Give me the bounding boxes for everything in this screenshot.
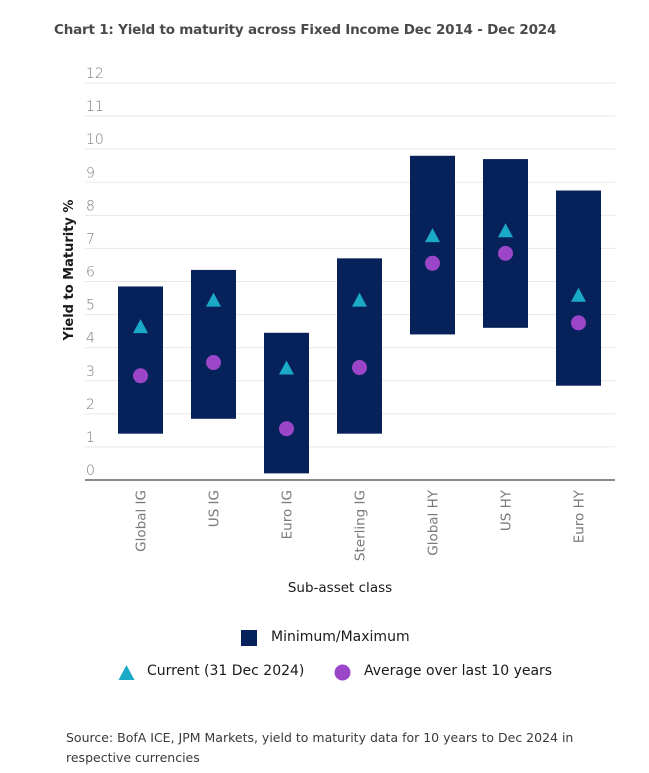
legend-range-swatch [241, 630, 257, 646]
range-bar [118, 286, 163, 434]
range-bar [191, 269, 236, 419]
range-bar [410, 155, 455, 335]
average-marker [498, 245, 513, 261]
range-bars [118, 155, 601, 474]
y-tick-label: 2 [86, 397, 95, 413]
average-marker [571, 315, 586, 331]
y-tick-label: 9 [86, 165, 95, 181]
y-tick-label: 8 [86, 198, 95, 214]
current-marker [133, 319, 148, 334]
y-tick-label: 3 [86, 364, 95, 380]
average-marker [279, 421, 294, 437]
legend-current-label: Current (31 Dec 2024) [147, 663, 305, 679]
range-bar [337, 258, 382, 434]
legend-average-label: Average over last 10 years [364, 663, 553, 679]
y-tick-label: 5 [86, 298, 95, 314]
x-tick-label: US IG [207, 490, 223, 527]
x-tick-label: Euro IG [280, 490, 296, 539]
y-tick-label: 10 [86, 132, 104, 148]
average-marker [206, 355, 221, 371]
x-tick-label: US HY [499, 489, 515, 531]
current-marker [206, 292, 221, 307]
current-marker [279, 360, 294, 375]
legend-circle-icon [334, 664, 351, 681]
legend-triangle-icon [118, 665, 135, 680]
average-marker [425, 255, 440, 271]
current-marker [425, 228, 440, 243]
x-tick-label: Euro HY [572, 489, 588, 543]
range-bar [483, 159, 528, 328]
x-tick-labels: Global IG US IG Euro IG Sterling IG Global H… [134, 489, 588, 561]
y-tick-label: 4 [86, 331, 95, 347]
legend-range-label: Minimum/Maximum [271, 629, 410, 645]
markers [133, 223, 586, 437]
y-tick-label: 0 [86, 463, 95, 479]
average-marker [352, 360, 367, 376]
current-marker [498, 223, 513, 238]
current-marker [571, 287, 586, 302]
x-tick-label: Global HY [426, 489, 442, 556]
y-axis-title: Yield to Maturity % [62, 200, 77, 342]
y-tick-label: 1 [86, 430, 95, 446]
y-tick-label: 7 [86, 231, 95, 247]
source-note: Source: BofA ICE, JPM Markets, yield to … [66, 730, 574, 765]
range-bar [264, 332, 309, 474]
current-marker [352, 292, 367, 307]
chart-title: Chart 1: Yield to maturity across Fixed … [54, 22, 557, 38]
y-tick-label: 11 [86, 99, 104, 115]
y-tick-label: 12 [86, 66, 104, 82]
average-marker [133, 368, 148, 384]
x-tick-label: Sterling IG [353, 490, 369, 561]
x-tick-label: Global IG [134, 490, 150, 552]
y-tick-label: 6 [86, 265, 95, 281]
x-axis-title: Sub-asset class [288, 580, 392, 596]
